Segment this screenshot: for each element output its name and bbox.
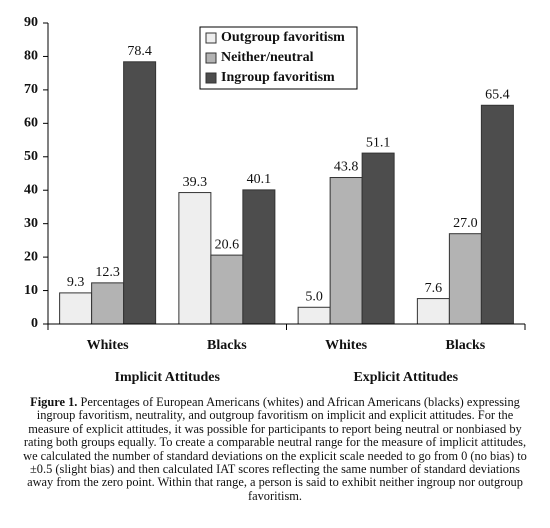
bar xyxy=(178,192,212,325)
y-tick-label: 20 xyxy=(24,249,38,264)
y-tick-label: 50 xyxy=(24,149,38,164)
bar xyxy=(59,292,93,325)
legend-swatch xyxy=(205,32,217,44)
value-label: 43.8 xyxy=(334,160,359,175)
bar xyxy=(329,177,363,325)
bar xyxy=(297,306,331,325)
value-label: 9.3 xyxy=(67,275,85,290)
value-label: 51.1 xyxy=(366,135,391,150)
value-label: 65.4 xyxy=(485,87,510,102)
legend-swatch xyxy=(205,72,217,84)
bar xyxy=(448,233,482,325)
value-label: 12.3 xyxy=(95,265,120,280)
bar xyxy=(91,282,125,325)
y-tick-label: 30 xyxy=(24,216,38,231)
value-label: 40.1 xyxy=(247,172,272,187)
value-label: 7.6 xyxy=(425,281,443,296)
legend-label: Neither/neutral xyxy=(221,50,314,65)
value-label: 20.6 xyxy=(215,237,240,252)
bar xyxy=(416,298,450,325)
y-tick-label: 60 xyxy=(24,116,38,131)
value-label: 78.4 xyxy=(127,44,152,59)
bar xyxy=(480,104,514,325)
x-tick-label: Blacks xyxy=(446,338,486,353)
bar xyxy=(123,61,157,325)
group-label: Explicit Attitudes xyxy=(353,370,458,385)
legend-swatch xyxy=(205,52,217,64)
y-tick-label: 90 xyxy=(24,15,38,30)
y-tick-label: 10 xyxy=(24,283,38,298)
x-tick-label: Whites xyxy=(325,338,368,353)
legend-box xyxy=(199,26,358,90)
legend-label: Outgroup favoritism xyxy=(221,30,345,45)
value-label: 39.3 xyxy=(183,175,208,190)
group-label: Implicit Attitudes xyxy=(115,370,221,385)
caption: Figure 1. Percentages of European Americ… xyxy=(18,395,532,503)
bar xyxy=(210,254,244,325)
bar xyxy=(242,189,276,325)
caption-text: Percentages of European Americans (white… xyxy=(23,395,527,503)
x-tick-label: Whites xyxy=(87,338,130,353)
value-label: 27.0 xyxy=(453,216,478,231)
legend-label: Ingroup favoritism xyxy=(221,70,335,85)
x-tick-label: Blacks xyxy=(207,338,247,353)
y-tick-label: 70 xyxy=(24,82,38,97)
chart: 0 10 20 30 40 50 60 70 80 90 Whites 9.3 12.3 78.4 Blac… xyxy=(24,15,526,385)
caption-label: Figure 1. xyxy=(30,395,78,409)
y-tick-label: 80 xyxy=(24,49,38,64)
y-tick-label: 40 xyxy=(24,182,38,197)
bar xyxy=(361,152,395,325)
value-label: 5.0 xyxy=(305,289,323,304)
y-tick-label: 0 xyxy=(31,316,38,331)
